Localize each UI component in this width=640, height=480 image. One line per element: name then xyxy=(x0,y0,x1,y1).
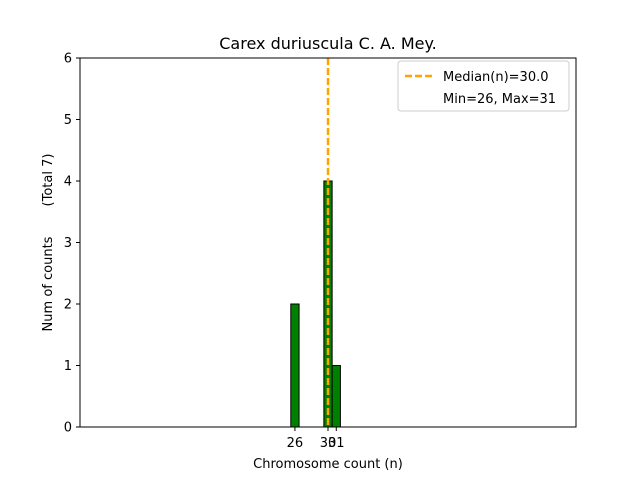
chart-title: Carex duriuscula C. A. Mey. xyxy=(219,34,437,53)
x-axis-label: Chromosome count (n) xyxy=(253,457,403,472)
legend-range-label: Min=26, Max=31 xyxy=(443,92,556,107)
x-tick-label-30: 30 xyxy=(320,436,337,451)
y-tick-label-1: 1 xyxy=(64,359,72,374)
y-tick-label-5: 5 xyxy=(64,113,72,128)
y-tick-label-4: 4 xyxy=(64,175,72,190)
legend-median-label: Median(n)=30.0 xyxy=(443,70,549,85)
y-tick-label-0: 0 xyxy=(64,421,72,436)
bar-26 xyxy=(290,303,300,428)
y-axis-total-label: (Total 7) xyxy=(41,154,56,207)
y-tick-label-2: 2 xyxy=(64,298,72,313)
y-tick-label-6: 6 xyxy=(64,52,72,67)
legend-box xyxy=(397,60,570,112)
legend: Median(n)=30.0 Min=26, Max=31 xyxy=(397,60,570,112)
y-axis-label: Num of counts xyxy=(41,236,56,331)
x-tick-label-31: 31 xyxy=(328,436,345,451)
x-tick-label-26: 26 xyxy=(287,436,304,451)
y-tick-label-3: 3 xyxy=(64,236,72,251)
bar-31 xyxy=(331,365,341,428)
